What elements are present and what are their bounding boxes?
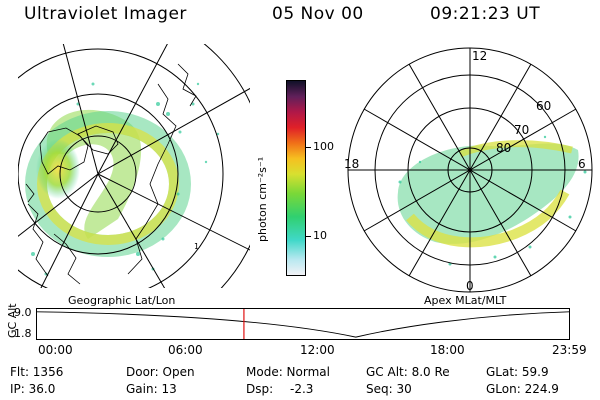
mode-status: Mode: Normal <box>246 365 330 379</box>
colorbar-tick-100 <box>306 147 311 148</box>
image-time: 09:21:23 UT <box>430 4 541 24</box>
timeline-x-label-0000: 00:00 <box>38 343 73 357</box>
mlat-label-70: 70 <box>514 123 529 137</box>
gain-value: Gain: 13 <box>126 382 177 396</box>
timeline-y-label-bottom: 1.8 <box>14 327 32 340</box>
flight-number: Flt: 1356 <box>10 365 64 379</box>
geographic-map-panel: 1 <box>18 44 250 288</box>
aurora-oval-geographic <box>25 82 220 276</box>
mlt-label-18: 18 <box>344 157 359 171</box>
mlt-polar-plot: 12 18 6 0 60 70 80 <box>344 47 593 293</box>
ip-value: IP: 36.0 <box>10 382 56 396</box>
lat-circles <box>18 44 250 288</box>
image-date: 05 Nov 00 <box>272 4 364 24</box>
intensity-colorbar <box>286 80 306 276</box>
colorbar-tick-10 <box>306 236 311 237</box>
mlt-label-0: 0 <box>466 279 474 293</box>
dsp-label: Dsp: <box>246 382 274 396</box>
timeline-x-label-1800: 18:00 <box>430 343 465 357</box>
dsp-value: -2.3 <box>290 382 314 396</box>
colorbar-label-100: 100 <box>313 140 334 153</box>
coastlines <box>25 63 197 285</box>
orbit-altitude-timeline <box>36 308 570 340</box>
mlt-polar-panel: 12 18 6 0 60 70 80 <box>340 42 596 294</box>
mlt-label-12: 12 <box>472 49 487 63</box>
mlt-label-6: 6 <box>578 157 586 171</box>
timeline-x-label-0600: 06:00 <box>168 343 203 357</box>
timeline-x-label-2359: 23:59 <box>552 343 587 357</box>
geographic-longitude: GLon: 224.9 <box>486 382 559 396</box>
colorbar-unit-label: photon cm⁻²s⁻¹ <box>256 156 269 242</box>
geographic-panel-label: Geographic Lat/Lon <box>68 294 176 307</box>
image-title: Ultraviolet Imager <box>24 4 187 24</box>
mlt-panel-label: Apex MLat/MLT <box>424 294 507 307</box>
mlt-radial-lines <box>348 48 592 292</box>
mlat-label-80: 80 <box>496 141 511 155</box>
timeline-x-label-1200: 12:00 <box>300 343 335 357</box>
geographic-map: 1 <box>18 44 250 288</box>
mlat-label-60: 60 <box>536 99 551 113</box>
gc-altitude: GC Alt: 8.0 Re <box>366 365 450 379</box>
sequence-number: Seq: 30 <box>366 382 412 396</box>
altitude-curve <box>37 311 569 338</box>
door-status: Door: Open <box>126 365 195 379</box>
svg-text:1: 1 <box>194 242 199 251</box>
timeline-y-label-top: 9.0 <box>14 306 32 319</box>
colorbar-label-10: 10 <box>313 229 327 242</box>
geographic-latitude: GLat: 59.9 <box>486 365 549 379</box>
meridian-lines <box>18 44 250 288</box>
